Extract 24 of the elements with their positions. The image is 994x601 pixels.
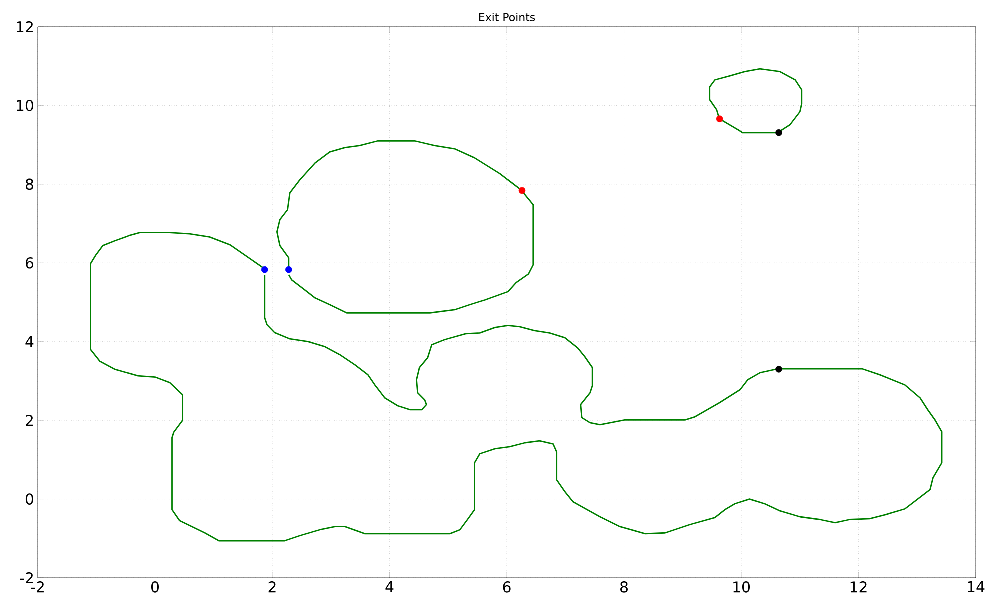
x-tick-label: 2 [268,582,276,593]
point [776,366,782,373]
y-tick-label: 10 [17,100,34,112]
point [776,129,782,136]
x-tick-label: 4 [386,582,394,592]
x-tick-label: 0 [151,582,160,593]
y-tick-label: 12 [17,21,33,33]
line-series [276,140,534,314]
y-tick-label: 4 [26,336,34,348]
y-tick-label: 0 [26,494,34,505]
point [261,266,268,274]
point [716,116,724,122]
x-tick-label: 14 [968,582,985,592]
y-tick-label: 8 [26,178,34,190]
point [518,187,526,194]
x-tick-label: 12 [850,582,867,593]
x-tick-label: 6 [503,582,511,593]
chart-title: Exit Points [480,13,536,22]
x-tick-label: 8 [620,582,628,593]
y-tick-label: 2 [26,415,33,426]
y-tick-label: -2 [20,572,33,584]
y-tick-label: 6 [26,257,34,269]
x-tick-label: 10 [734,582,750,593]
point [286,266,292,274]
